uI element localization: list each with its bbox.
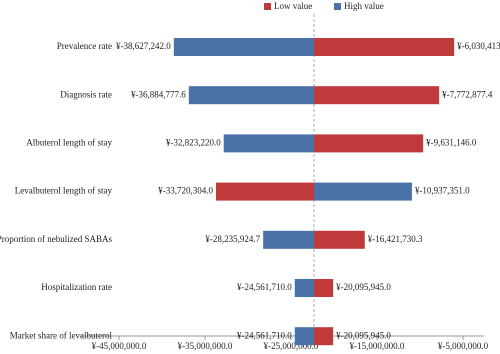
bar bbox=[263, 230, 314, 249]
bar bbox=[223, 134, 314, 153]
value-label: ¥-33,720,304.0 bbox=[158, 186, 213, 196]
value-label: ¥-16,421,730.3 bbox=[368, 234, 423, 244]
bar bbox=[313, 86, 440, 105]
bar bbox=[313, 38, 455, 56]
x-tick-label: ¥-25,000,000.0 bbox=[264, 341, 319, 351]
value-label: ¥-10,937,351.0 bbox=[415, 186, 470, 196]
bar bbox=[188, 86, 314, 105]
bar bbox=[173, 38, 314, 56]
category-label: Prevalence rate bbox=[57, 41, 112, 51]
bar bbox=[294, 279, 314, 297]
value-label: ¥-32,823,220.0 bbox=[166, 137, 221, 147]
bar bbox=[313, 327, 334, 346]
bar bbox=[313, 134, 424, 153]
x-tick-label: ¥-45,000,000.0 bbox=[92, 341, 147, 351]
x-tick-label: ¥-15,000,000.0 bbox=[350, 341, 405, 351]
bar bbox=[294, 327, 314, 346]
value-label: ¥-20,095,945.0 bbox=[336, 282, 391, 292]
legend-label: High value bbox=[344, 1, 384, 11]
category-label: Levalbuterol length of stay bbox=[15, 186, 113, 196]
category-label: Albuterol length of stay bbox=[26, 137, 112, 147]
bar bbox=[216, 182, 314, 201]
category-label: Diagnosis rate bbox=[60, 89, 112, 99]
value-label: ¥-7,772,877.4 bbox=[442, 89, 493, 99]
x-tick-label: ¥-35,000,000.0 bbox=[178, 341, 233, 351]
value-label: ¥-38,627,242.0 bbox=[116, 41, 171, 51]
bar bbox=[313, 230, 365, 249]
value-label: ¥-24,561,710.0 bbox=[237, 330, 292, 340]
legend-swatch bbox=[334, 3, 341, 10]
category-label: Market share of levalbuterol bbox=[10, 330, 113, 340]
x-tick-label: ¥-5,000,000.0 bbox=[438, 341, 489, 351]
bar bbox=[313, 279, 334, 297]
bar bbox=[313, 182, 412, 201]
value-label: ¥-20,095,945.0 bbox=[336, 330, 391, 340]
legend-label: Low value bbox=[274, 1, 312, 11]
value-label: ¥-6,030,413.0 bbox=[457, 41, 500, 51]
value-label: ¥-36,884,777.6 bbox=[131, 89, 186, 99]
category-label: Proportion of nebulized SABAs bbox=[0, 234, 112, 244]
value-label: ¥-9,631,146.0 bbox=[426, 137, 477, 147]
value-label: ¥-24,561,710.0 bbox=[237, 282, 292, 292]
value-label: ¥-28,235,924.7 bbox=[205, 234, 260, 244]
legend-swatch bbox=[264, 3, 271, 10]
category-label: Hospitalization rate bbox=[41, 282, 112, 292]
